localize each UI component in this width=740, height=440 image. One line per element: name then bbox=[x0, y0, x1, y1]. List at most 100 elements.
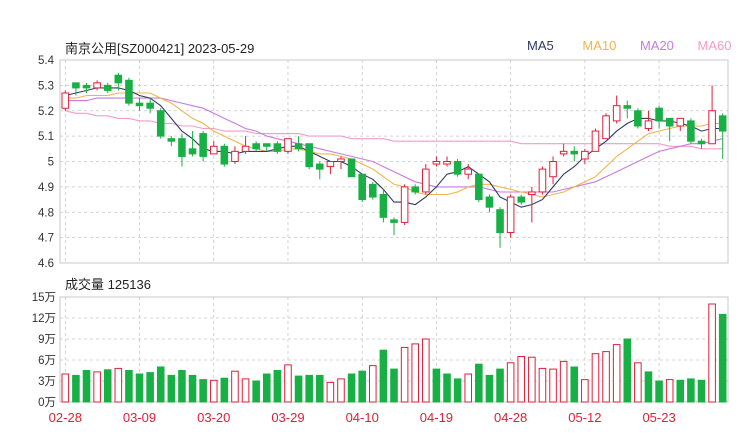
candle-body bbox=[294, 143, 303, 150]
candle-body bbox=[432, 161, 441, 165]
candle bbox=[103, 82, 112, 93]
volume-bar bbox=[125, 370, 133, 403]
candle bbox=[655, 105, 663, 129]
volume-bar bbox=[432, 368, 441, 403]
candle bbox=[178, 133, 186, 167]
volume-bar bbox=[612, 344, 621, 403]
candle-body bbox=[156, 110, 165, 137]
candle-body bbox=[443, 161, 451, 165]
volume-bar bbox=[718, 313, 727, 403]
volume-bar bbox=[634, 362, 642, 403]
price-tick-label: 4.6 bbox=[38, 258, 54, 270]
volume-bar bbox=[326, 381, 335, 403]
volume-bar bbox=[411, 343, 419, 403]
candle bbox=[220, 143, 229, 167]
candle-body bbox=[591, 130, 600, 152]
volume-bar bbox=[623, 338, 632, 403]
volume-bar bbox=[167, 374, 176, 403]
candle bbox=[644, 110, 653, 132]
candle bbox=[262, 143, 271, 152]
candle bbox=[612, 95, 621, 124]
candle bbox=[464, 164, 473, 180]
candle bbox=[687, 118, 695, 144]
candle-body bbox=[581, 150, 589, 160]
volume-bar bbox=[506, 362, 515, 403]
candle bbox=[114, 72, 123, 91]
candle bbox=[581, 148, 589, 165]
candle bbox=[570, 146, 579, 162]
volume-bar bbox=[475, 363, 483, 403]
candle bbox=[676, 117, 685, 132]
candle-body bbox=[146, 102, 154, 109]
price-tick-label: 5 bbox=[48, 157, 54, 169]
volume-bar bbox=[209, 379, 218, 403]
candle bbox=[337, 156, 345, 170]
volume-bar bbox=[114, 367, 123, 403]
price-tick-label: 5.4 bbox=[38, 55, 55, 67]
candle-body bbox=[209, 145, 218, 155]
candle-body bbox=[125, 79, 133, 104]
volume-bar bbox=[708, 303, 716, 403]
price-tick-label: 5.3 bbox=[38, 80, 54, 92]
date-tick-label: 05-12 bbox=[568, 410, 601, 425]
candle-body bbox=[347, 158, 356, 178]
volume-bar bbox=[347, 373, 356, 403]
candle-body bbox=[634, 110, 642, 127]
volume-bar bbox=[570, 366, 579, 403]
volume-bar bbox=[188, 374, 197, 403]
price-tick-label: 4.8 bbox=[38, 207, 54, 219]
ma10-label: MA10 bbox=[582, 38, 617, 53]
candle-body bbox=[517, 196, 526, 203]
volume-title: 成交量 125136 bbox=[65, 277, 151, 292]
date-tick-label: 03-09 bbox=[123, 410, 156, 425]
candle bbox=[432, 156, 441, 167]
volume-bar bbox=[252, 380, 260, 403]
candle-body bbox=[528, 191, 536, 195]
candle bbox=[82, 82, 91, 93]
date-tick-label: 05-23 bbox=[642, 410, 675, 425]
volume-bar bbox=[273, 370, 282, 403]
candle-body bbox=[337, 158, 345, 162]
candle bbox=[485, 194, 494, 213]
volume-bar bbox=[496, 368, 504, 403]
candle-body bbox=[199, 133, 207, 157]
candle-body bbox=[687, 120, 695, 142]
candle-body bbox=[475, 173, 483, 201]
candle bbox=[358, 173, 366, 203]
volume-bar bbox=[581, 379, 589, 403]
volume-bar bbox=[549, 368, 557, 403]
candle bbox=[665, 117, 674, 142]
volume-bar bbox=[453, 378, 462, 403]
volume-bar bbox=[517, 356, 526, 403]
volume-bar bbox=[262, 373, 271, 403]
candle bbox=[496, 207, 504, 248]
candle-body bbox=[602, 115, 610, 140]
volume-bar bbox=[665, 379, 674, 403]
candle bbox=[231, 146, 239, 165]
candle bbox=[400, 184, 409, 225]
candle bbox=[135, 98, 144, 111]
candle bbox=[369, 181, 377, 200]
ma60-line bbox=[65, 110, 723, 150]
price-tick-label: 4.7 bbox=[38, 233, 54, 245]
volume-bar bbox=[156, 366, 165, 403]
candle-body bbox=[422, 168, 430, 193]
volume-bar bbox=[379, 349, 388, 403]
volume-bar bbox=[390, 368, 398, 403]
candle bbox=[252, 141, 260, 152]
candle-body bbox=[103, 84, 112, 91]
ma5-line bbox=[65, 87, 723, 208]
candle bbox=[538, 166, 547, 195]
volume-bar bbox=[337, 378, 345, 403]
volume-bar bbox=[199, 379, 207, 403]
volume-bar bbox=[687, 378, 695, 403]
candle bbox=[528, 186, 536, 223]
volume-bar bbox=[358, 370, 366, 403]
volume-bar bbox=[655, 380, 663, 403]
candle bbox=[634, 108, 642, 129]
candle-body bbox=[369, 183, 377, 198]
volume-tick-label: 0万 bbox=[38, 397, 56, 409]
candle bbox=[188, 131, 197, 157]
